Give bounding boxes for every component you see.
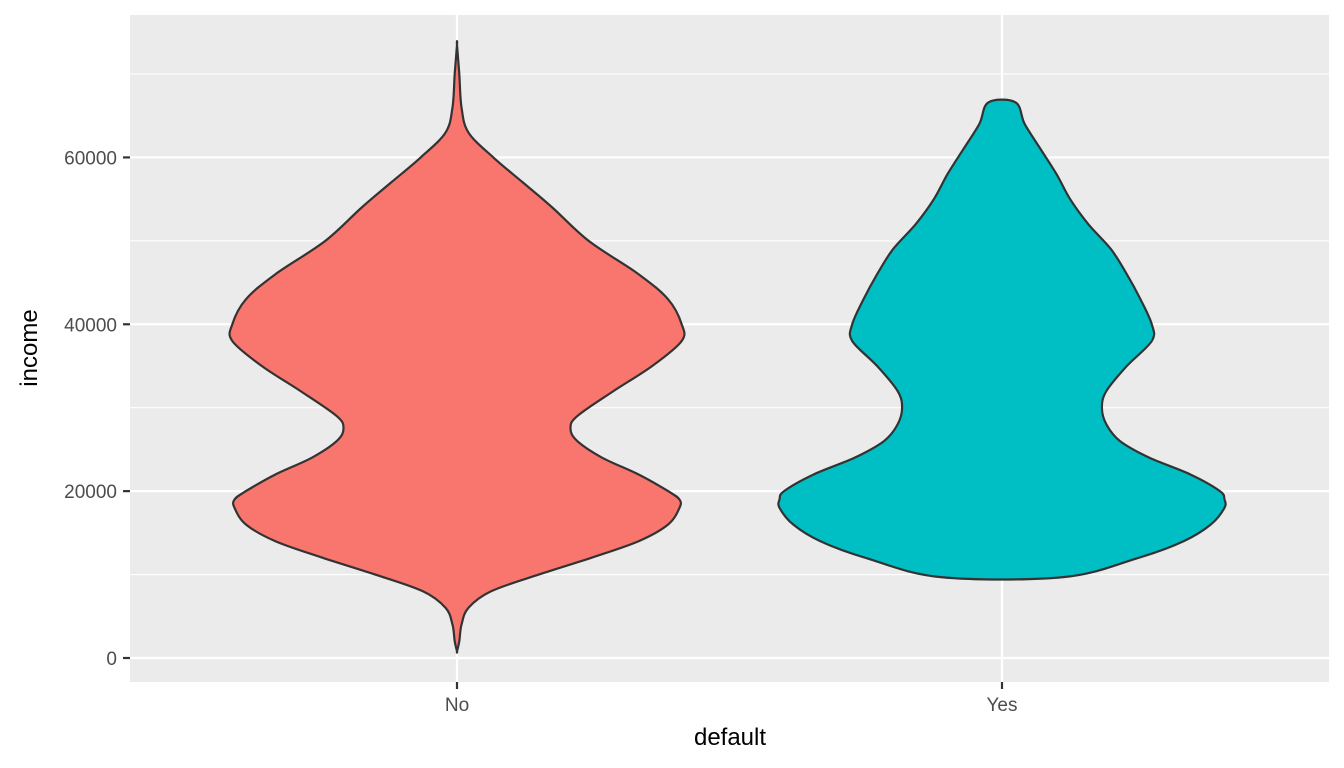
- y-axis: 0 20000 40000 60000: [64, 148, 130, 670]
- y-tick-label: 0: [106, 649, 117, 670]
- y-tick-label: 60000: [64, 148, 117, 169]
- x-axis: No Yes: [445, 682, 1018, 716]
- x-axis-title: default: [694, 724, 766, 751]
- y-tick-label: 20000: [64, 482, 117, 503]
- violin-no: [228, 40, 686, 654]
- x-tick-label: Yes: [987, 695, 1018, 716]
- x-tick-label: No: [445, 695, 469, 716]
- violins: [228, 40, 1227, 654]
- violin-yes: [777, 98, 1227, 581]
- y-axis-title: income: [16, 309, 43, 386]
- y-tick-label: 40000: [64, 315, 117, 336]
